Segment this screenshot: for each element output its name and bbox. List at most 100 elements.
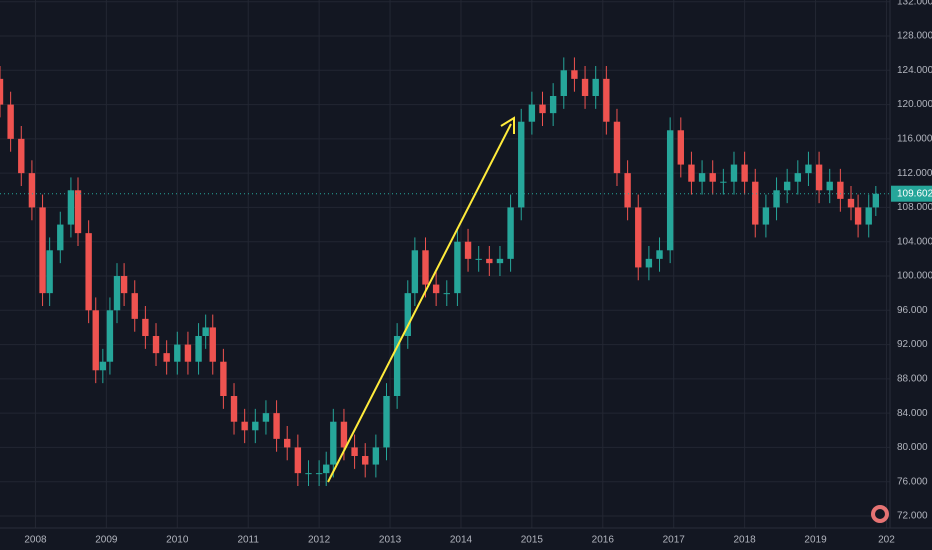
candle-body bbox=[794, 173, 801, 182]
candle-body bbox=[783, 181, 791, 191]
candle-body bbox=[592, 78, 599, 96]
y-tick-label: 88.000 bbox=[897, 373, 928, 384]
candle-body bbox=[847, 198, 855, 208]
grid bbox=[0, 0, 890, 528]
candle-body bbox=[92, 310, 99, 371]
candle-body bbox=[74, 190, 82, 234]
candle-body bbox=[67, 190, 75, 225]
candle-body bbox=[560, 70, 567, 96]
candle-body bbox=[152, 336, 160, 354]
y-tick-label: 120.000 bbox=[897, 99, 932, 110]
candle-body bbox=[411, 250, 419, 294]
last-price-box bbox=[891, 185, 932, 202]
candle-body bbox=[688, 164, 695, 182]
candle-body bbox=[0, 78, 4, 105]
candle-body bbox=[340, 421, 348, 448]
candle-body bbox=[624, 173, 631, 208]
candle-body bbox=[99, 361, 107, 371]
x-tick-label: 2016 bbox=[592, 535, 615, 546]
candle-body bbox=[142, 318, 149, 336]
candle-body bbox=[698, 173, 706, 182]
y-tick-label: 100.000 bbox=[897, 271, 932, 282]
candle-body bbox=[131, 293, 138, 319]
candle-body bbox=[184, 344, 192, 362]
candle-body bbox=[872, 193, 880, 208]
x-tick-label: 2008 bbox=[24, 535, 47, 546]
x-tick-label: 2018 bbox=[733, 535, 756, 546]
last-price-label: 109.602 bbox=[897, 188, 932, 199]
candle-body bbox=[7, 104, 14, 139]
candle-body bbox=[677, 130, 684, 165]
x-tick-label: 2014 bbox=[450, 535, 473, 546]
candle-body bbox=[720, 181, 727, 183]
candle-body bbox=[351, 447, 358, 456]
candle-body bbox=[549, 96, 557, 114]
candle-body bbox=[741, 164, 748, 182]
candle-body bbox=[262, 413, 270, 422]
x-tick-label: 2013 bbox=[379, 535, 402, 546]
candle-body bbox=[837, 181, 844, 199]
candle-body bbox=[220, 361, 227, 396]
x-tick-label: 2015 bbox=[521, 535, 544, 546]
candle-body bbox=[85, 233, 92, 311]
candle-body bbox=[28, 173, 36, 208]
candle-body bbox=[330, 421, 337, 465]
x-tick-label: 2019 bbox=[804, 535, 827, 546]
y-tick-label: 116.000 bbox=[897, 133, 932, 144]
y-tick-label: 132.000 bbox=[897, 0, 932, 7]
x-tick-label: 2012 bbox=[308, 535, 331, 546]
candle-body bbox=[18, 138, 25, 174]
candle-body bbox=[174, 344, 181, 362]
candle-body bbox=[865, 207, 872, 225]
candle-body bbox=[635, 207, 642, 268]
candle-body bbox=[422, 250, 429, 285]
candle-body bbox=[362, 456, 369, 465]
candle-body bbox=[603, 78, 610, 122]
candle-body bbox=[305, 473, 312, 475]
candle-body bbox=[752, 181, 759, 225]
x-tick-label: 2017 bbox=[663, 535, 686, 546]
arrow-head bbox=[500, 116, 515, 134]
candle-body bbox=[230, 396, 238, 422]
x-tick-label: 2011 bbox=[237, 535, 259, 546]
y-tick-label: 104.000 bbox=[897, 236, 932, 247]
y-tick-label: 96.000 bbox=[897, 305, 928, 316]
candle-body bbox=[854, 207, 862, 225]
candle-body bbox=[826, 181, 833, 191]
candle-body bbox=[252, 421, 259, 431]
candle-body bbox=[202, 327, 209, 336]
candle-body bbox=[454, 241, 461, 294]
arrow-line bbox=[327, 123, 512, 483]
y-tick-label: 128.000 bbox=[897, 31, 932, 42]
logo-inner bbox=[875, 509, 885, 519]
candle-body bbox=[581, 78, 589, 96]
candle-body bbox=[372, 447, 380, 465]
candle-body bbox=[39, 207, 46, 294]
logo bbox=[871, 505, 889, 523]
candle-body bbox=[163, 353, 170, 362]
candle-body bbox=[464, 241, 472, 259]
candle-body bbox=[46, 250, 53, 294]
candle-body bbox=[666, 130, 674, 251]
y-tick-label: 80.000 bbox=[897, 442, 928, 453]
x-tick-label: 2010 bbox=[166, 535, 189, 546]
candle-body bbox=[730, 164, 738, 182]
candle-body bbox=[120, 276, 128, 294]
candle-body bbox=[106, 310, 114, 362]
candle-body bbox=[383, 396, 390, 448]
y-tick-label: 112.000 bbox=[897, 168, 932, 179]
candle-body bbox=[571, 70, 578, 79]
candle-body bbox=[486, 258, 493, 264]
candle-body bbox=[539, 104, 546, 114]
candle-body bbox=[443, 293, 450, 295]
candle-body bbox=[432, 284, 440, 294]
candle-body bbox=[57, 224, 64, 251]
candle-body bbox=[496, 258, 504, 264]
trend-arrow bbox=[327, 116, 515, 483]
candle-body bbox=[393, 336, 401, 396]
candle-body bbox=[315, 473, 323, 475]
candle-body bbox=[709, 173, 716, 182]
y-tick-label: 72.000 bbox=[897, 511, 928, 522]
